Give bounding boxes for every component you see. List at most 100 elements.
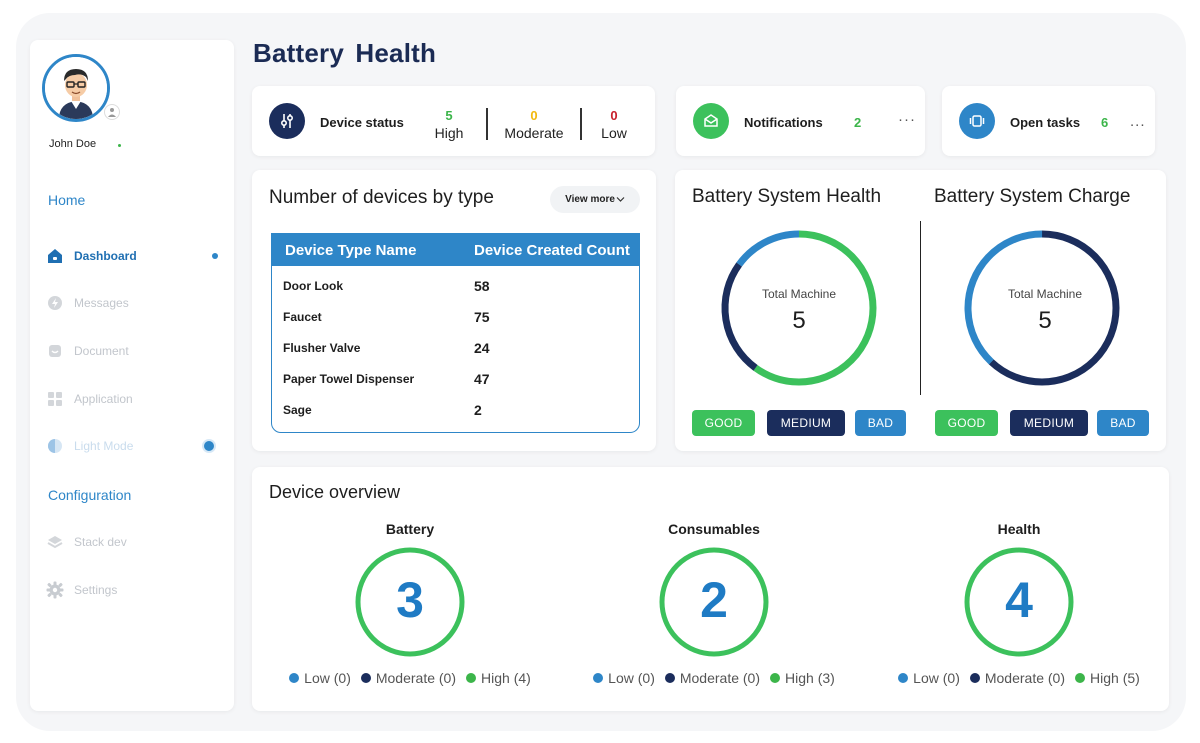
view-more-button[interactable]: View more bbox=[550, 186, 640, 213]
sidebar-item-label: Settings bbox=[74, 583, 118, 597]
home-icon bbox=[46, 247, 64, 265]
legend-moderate: Moderate (0) bbox=[664, 670, 760, 686]
table-row[interactable]: Flusher Valve 24 bbox=[272, 338, 639, 358]
battery-health-donut[interactable] bbox=[719, 228, 879, 388]
status-high-value: 5 bbox=[445, 108, 453, 123]
legend-high: High (3) bbox=[770, 670, 835, 686]
table-row[interactable]: Door Look 58 bbox=[272, 276, 639, 296]
legend-low: Low (0) bbox=[898, 670, 960, 686]
overview-group-value: 2 bbox=[700, 572, 728, 628]
sidebar: John Doe Home Dashboard Messages Documen… bbox=[30, 40, 234, 711]
overview-group-value: 4 bbox=[1005, 572, 1033, 628]
health-center-label: Total Machine bbox=[761, 287, 837, 301]
half-moon-icon bbox=[46, 437, 64, 455]
device-count: 75 bbox=[474, 309, 490, 325]
legend-high: High (5) bbox=[1075, 670, 1140, 686]
divider bbox=[920, 221, 921, 395]
avatar-status-icon bbox=[104, 104, 120, 120]
divider bbox=[580, 108, 582, 140]
battery-charge-title: Battery System Charge bbox=[934, 186, 1131, 207]
open-tasks-label: Open tasks bbox=[1010, 115, 1081, 130]
devices-table: Device Type Name Device Created Count Do… bbox=[271, 233, 640, 433]
device-type-name: Door Look bbox=[283, 279, 343, 293]
device-type-name: Sage bbox=[283, 403, 312, 417]
avatar[interactable] bbox=[42, 54, 110, 122]
donut-segment-bad[interactable] bbox=[962, 228, 1122, 388]
column-header[interactable]: Device Type Name bbox=[285, 241, 417, 259]
device-type-name: Flusher Valve bbox=[283, 341, 361, 355]
status-high-label: High bbox=[434, 125, 464, 141]
health-medium-button[interactable]: MEDIUM bbox=[767, 410, 845, 436]
status-low: 0 Low bbox=[592, 108, 636, 141]
view-more-label: View more bbox=[565, 194, 615, 205]
overview-group-name: Health bbox=[997, 521, 1041, 537]
device-count: 2 bbox=[474, 402, 482, 418]
sidebar-item-light-mode[interactable]: Light Mode bbox=[46, 436, 133, 456]
app-window: John Doe Home Dashboard Messages Documen… bbox=[16, 13, 1186, 731]
overview-legend: Low (0) Moderate (0) High (3) bbox=[584, 670, 844, 686]
sidebar-item-label: Application bbox=[74, 392, 133, 406]
light-mode-toggle[interactable] bbox=[202, 439, 216, 453]
sidebar-item-settings[interactable]: Settings bbox=[46, 580, 117, 600]
open-tasks-more-button[interactable]: ... bbox=[1130, 113, 1146, 130]
device-type-name: Faucet bbox=[283, 310, 322, 324]
tasks-icon bbox=[959, 103, 995, 139]
overview-group-name: Consumables bbox=[668, 521, 760, 537]
legend-low: Low (0) bbox=[593, 670, 655, 686]
table-row[interactable]: Paper Towel Dispenser 47 bbox=[272, 369, 639, 389]
health-good-button[interactable]: GOOD bbox=[692, 410, 755, 436]
online-indicator bbox=[118, 144, 121, 147]
notifications-card[interactable]: Notifications 2 ··· bbox=[676, 86, 925, 156]
sidebar-section-home[interactable]: Home bbox=[48, 192, 86, 208]
notifications-more-button[interactable]: ··· bbox=[898, 111, 916, 128]
overview-ring bbox=[964, 547, 1074, 657]
sliders-icon bbox=[269, 103, 305, 139]
sidebar-item-dashboard[interactable]: Dashboard bbox=[46, 246, 137, 266]
health-center-value: 5 bbox=[792, 307, 806, 334]
device-count: 24 bbox=[474, 340, 490, 356]
table-row[interactable]: Sage 2 bbox=[272, 400, 639, 420]
sidebar-item-messages[interactable]: Messages bbox=[46, 293, 129, 313]
sidebar-item-application[interactable]: Application bbox=[46, 389, 133, 409]
sidebar-item-document[interactable]: Document bbox=[46, 341, 129, 361]
legend-moderate: Moderate (0) bbox=[360, 670, 456, 686]
user-avatar-icon bbox=[45, 57, 107, 119]
divider bbox=[486, 108, 488, 140]
sidebar-item-label: Messages bbox=[74, 296, 129, 310]
open-tasks-count: 6 bbox=[1101, 115, 1109, 130]
layers-icon bbox=[46, 533, 64, 551]
sidebar-section-configuration[interactable]: Configuration bbox=[48, 487, 132, 503]
battery-health-title: Battery System Health bbox=[692, 186, 882, 207]
battery-charge-donut[interactable] bbox=[962, 228, 1122, 388]
sidebar-item-label: Dashboard bbox=[74, 249, 137, 263]
device-status-label: Device status bbox=[320, 115, 404, 130]
charge-good-button[interactable]: GOOD bbox=[935, 410, 998, 436]
health-bad-button[interactable]: BAD bbox=[855, 410, 906, 436]
status-moderate: 0 Moderate bbox=[499, 108, 569, 141]
charge-bad-button[interactable]: BAD bbox=[1097, 410, 1149, 436]
active-indicator bbox=[212, 253, 218, 259]
sidebar-item-label: Light Mode bbox=[74, 439, 134, 453]
open-tasks-card[interactable]: Open tasks 6 ... bbox=[942, 86, 1155, 156]
charge-center-value: 5 bbox=[1038, 307, 1052, 334]
bolt-icon bbox=[46, 294, 64, 312]
table-row[interactable]: Faucet 75 bbox=[272, 307, 639, 327]
charge-center-label: Total Machine bbox=[1007, 287, 1083, 301]
gear-icon bbox=[46, 581, 64, 599]
battery-system-card: Battery System Health Battery System Cha… bbox=[675, 170, 1166, 451]
device-overview-card: Device overview Battery 3 Low (0) Modera… bbox=[252, 467, 1169, 711]
device-type-name: Paper Towel Dispenser bbox=[283, 372, 415, 386]
column-header[interactable]: Device Created Count bbox=[474, 241, 630, 259]
chevron-down-icon bbox=[616, 197, 625, 202]
sidebar-item-stack-dev[interactable]: Stack dev bbox=[46, 532, 127, 552]
devices-by-type-card: Number of devices by type View more Devi… bbox=[252, 170, 656, 451]
legend-low: Low (0) bbox=[289, 670, 351, 686]
overview-legend: Low (0) Moderate (0) High (5) bbox=[889, 670, 1149, 686]
sidebar-item-label: Document bbox=[74, 344, 129, 358]
sidebar-item-label: Stack dev bbox=[74, 535, 127, 549]
mail-icon bbox=[693, 103, 729, 139]
overview-legend: Low (0) Moderate (0) High (4) bbox=[280, 670, 540, 686]
charge-medium-button[interactable]: MEDIUM bbox=[1010, 410, 1088, 436]
notifications-label: Notifications bbox=[744, 115, 823, 130]
status-low-label: Low bbox=[601, 125, 627, 141]
